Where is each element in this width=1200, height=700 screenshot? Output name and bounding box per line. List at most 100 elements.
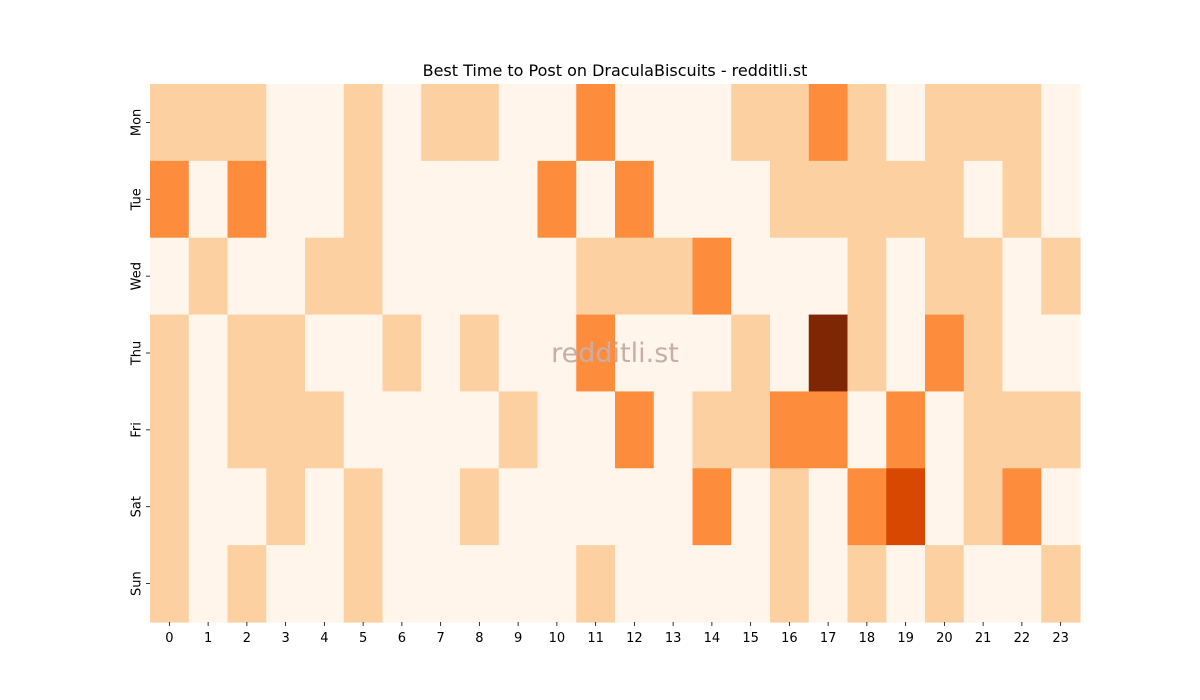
- heatmap-cell-sun-2: [227, 545, 267, 623]
- heatmap-cell-thu-6: [382, 314, 422, 393]
- heatmap-cell-tue-20: [925, 160, 965, 239]
- x-tick-label-10: 10: [549, 631, 566, 646]
- heatmap-cell-mon-5: [343, 84, 384, 162]
- heatmap-cell-thu-20: [925, 314, 965, 393]
- heatmap-cell-tue-19: [886, 160, 926, 239]
- heatmap-cell-thu-7: [421, 314, 461, 393]
- heatmap-cell-tue-18: [847, 160, 887, 239]
- heatmap-cells: [150, 84, 1081, 623]
- heatmap-cell-wed-2: [227, 237, 267, 316]
- heatmap-cell-tue-4: [305, 160, 345, 239]
- heatmap-cell-sun-12: [615, 545, 655, 623]
- heatmap-cell-thu-1: [188, 314, 229, 393]
- heatmap-cell-tue-3: [266, 160, 306, 239]
- heatmap-cell-fri-20: [925, 391, 965, 469]
- heatmap-cell-wed-3: [266, 237, 306, 316]
- heatmap-cell-mon-14: [692, 84, 732, 162]
- x-tick-label-11: 11: [587, 631, 604, 646]
- heatmap-cell-sat-8: [460, 468, 500, 546]
- heatmap-cell-wed-18: [847, 237, 887, 316]
- heatmap-cell-sun-16: [770, 545, 810, 623]
- x-tick-label-5: 5: [359, 631, 367, 646]
- x-tick-label-19: 19: [897, 631, 914, 646]
- heatmap-cell-thu-12: [615, 314, 655, 393]
- heatmap-cell-tue-5: [343, 160, 384, 239]
- y-tick-label-fri: Fri: [130, 422, 145, 438]
- y-tick-label-wed: Wed: [130, 262, 145, 290]
- heatmap-cell-sun-7: [421, 545, 461, 623]
- heatmap-cell-sat-23: [1041, 468, 1081, 546]
- x-tick-label-20: 20: [936, 631, 953, 646]
- heatmap-cell-thu-16: [770, 314, 810, 393]
- heatmap-cell-tue-15: [731, 160, 771, 239]
- x-tick-label-23: 23: [1052, 631, 1069, 646]
- heatmap-cell-fri-3: [266, 391, 306, 469]
- heatmap-cell-mon-23: [1041, 84, 1081, 162]
- heatmap-cell-thu-17: [808, 314, 849, 393]
- heatmap-cell-tue-14: [692, 160, 732, 239]
- heatmap-cell-fri-12: [615, 391, 655, 469]
- heatmap-cell-fri-21: [963, 391, 1004, 469]
- heatmap-cell-tue-7: [421, 160, 461, 239]
- heatmap-cell-wed-9: [498, 237, 539, 316]
- heatmap-cell-fri-2: [227, 391, 267, 469]
- heatmap-cell-sat-21: [963, 468, 1004, 546]
- heatmap-cell-wed-21: [963, 237, 1004, 316]
- heatmap-cell-tue-12: [615, 160, 655, 239]
- heatmap-cell-sat-14: [692, 468, 732, 546]
- x-tick-label-13: 13: [665, 631, 682, 646]
- heatmap-cell-sat-11: [576, 468, 616, 546]
- heatmap-cell-sun-14: [692, 545, 732, 623]
- heatmap-cell-sat-5: [343, 468, 384, 546]
- heatmap-cell-mon-15: [731, 84, 771, 162]
- heatmap-cell-wed-8: [460, 237, 500, 316]
- heatmap-cell-sat-0: [150, 468, 190, 546]
- heatmap-cell-sun-4: [305, 545, 345, 623]
- x-tick-label-21: 21: [975, 631, 992, 646]
- heatmap-cell-sat-16: [770, 468, 810, 546]
- y-axis: Mon Tue Wed Thu Fri Sat Sun: [130, 109, 150, 596]
- x-tick-label-15: 15: [742, 631, 759, 646]
- y-tick-label-sun: Sun: [130, 571, 145, 596]
- heatmap-cell-mon-4: [305, 84, 345, 162]
- heatmap-cell-tue-2: [227, 160, 267, 239]
- heatmap-cell-mon-2: [227, 84, 267, 162]
- heatmap-cell-thu-9: [498, 314, 539, 393]
- heatmap-cell-fri-22: [1002, 391, 1042, 469]
- heatmap-cell-sun-11: [576, 545, 616, 623]
- heatmap-cell-wed-13: [653, 237, 694, 316]
- heatmap-cell-sat-22: [1002, 468, 1042, 546]
- heatmap-cell-mon-18: [847, 84, 887, 162]
- heatmap-cell-fri-15: [731, 391, 771, 469]
- heatmap-cell-tue-10: [537, 160, 577, 239]
- heatmap-cell-tue-21: [963, 160, 1004, 239]
- heatmap-cell-sun-15: [731, 545, 771, 623]
- x-tick-label-14: 14: [704, 631, 721, 646]
- heatmap-cell-tue-0: [150, 160, 190, 239]
- heatmap-cell-sun-21: [963, 545, 1004, 623]
- heatmap-cell-thu-18: [847, 314, 887, 393]
- heatmap-cell-sat-19: [886, 468, 926, 546]
- heatmap-cell-thu-22: [1002, 314, 1042, 393]
- heatmap-cell-fri-0: [150, 391, 190, 469]
- x-tick-label-2: 2: [243, 631, 251, 646]
- x-tick-label-6: 6: [398, 631, 406, 646]
- heatmap-cell-sun-18: [847, 545, 887, 623]
- heatmap-cell-thu-23: [1041, 314, 1081, 393]
- heatmap-cell-sat-4: [305, 468, 345, 546]
- heatmap-cell-wed-17: [808, 237, 849, 316]
- heatmap-cell-mon-8: [460, 84, 500, 162]
- heatmap-cell-thu-10: [537, 314, 577, 393]
- heatmap-cell-sun-20: [925, 545, 965, 623]
- heatmap-cell-sun-13: [653, 545, 694, 623]
- heatmap-cell-sat-17: [808, 468, 849, 546]
- heatmap-cell-sat-3: [266, 468, 306, 546]
- heatmap-cell-tue-13: [653, 160, 694, 239]
- heatmap-cell-sun-8: [460, 545, 500, 623]
- x-tick-label-3: 3: [281, 631, 289, 646]
- heatmap-cell-sat-1: [188, 468, 229, 546]
- heatmap-cell-wed-5: [343, 237, 384, 316]
- x-tick-label-8: 8: [475, 631, 483, 646]
- heatmap-cell-wed-4: [305, 237, 345, 316]
